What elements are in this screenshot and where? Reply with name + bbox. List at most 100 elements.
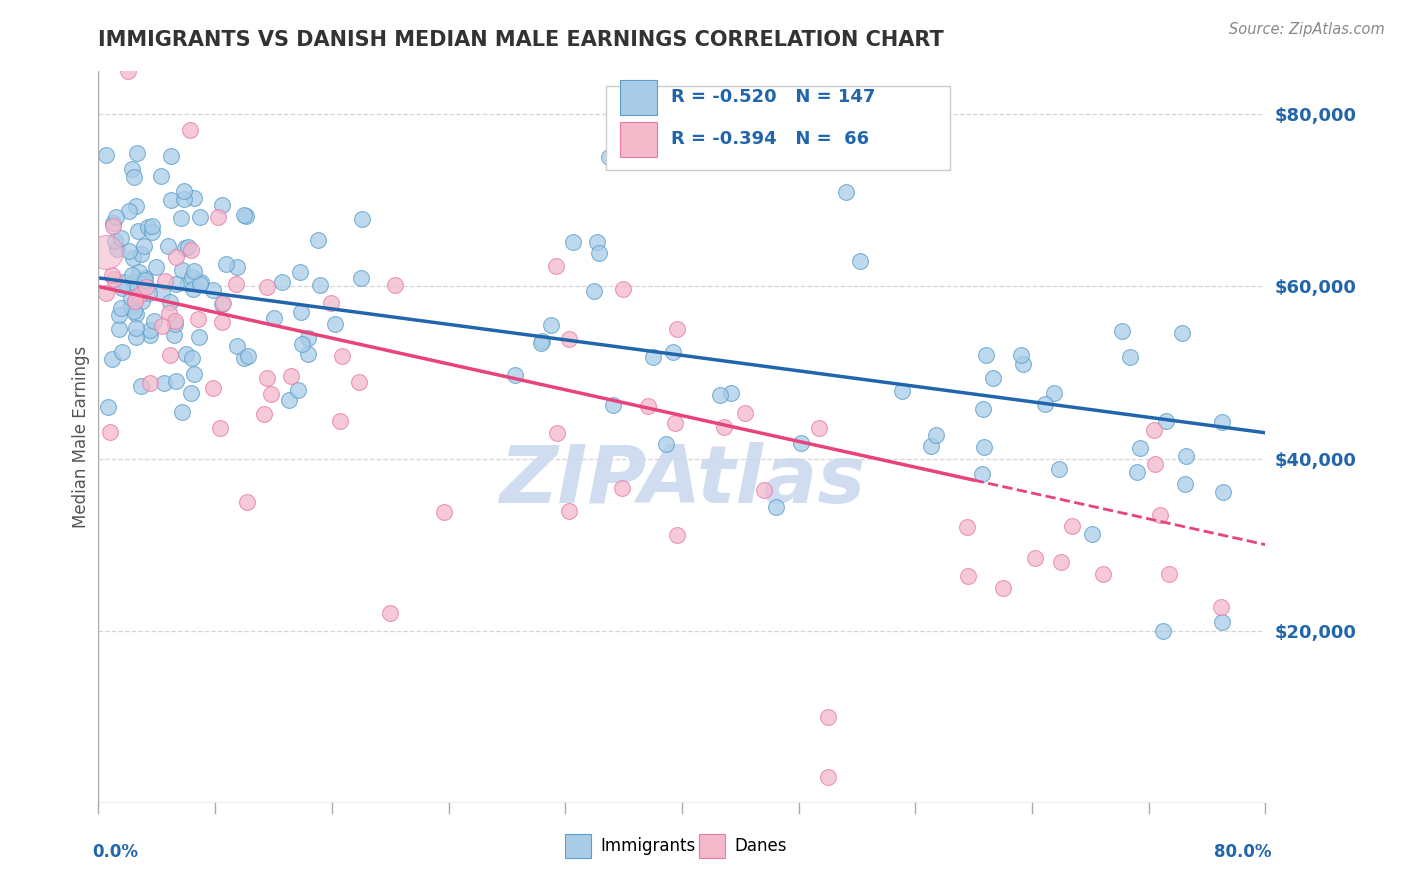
Point [163,314,186,328]
Point [110,301,132,315]
Point [709,388,731,402]
Point [350,271,373,285]
Point [1211,615,1233,629]
Point [558,504,581,518]
Point [94,147,117,161]
Point [720,385,742,400]
Point [128,288,150,302]
Point [121,268,143,283]
Point [97,400,120,414]
Point [655,437,678,451]
Bar [620,79,658,115]
Point [610,481,633,495]
Point [149,169,172,183]
Point [817,770,839,784]
Point [433,505,456,519]
Point [139,323,162,337]
Point [849,253,872,268]
Point [107,322,129,336]
Point [111,281,134,295]
Point [117,64,139,78]
Point [765,500,787,514]
Point [153,274,176,288]
Point [278,392,301,407]
Point [135,280,157,294]
Point [208,421,231,435]
Point [215,258,238,272]
Point [1047,462,1070,476]
Point [253,408,276,422]
Point [350,212,373,227]
Point [226,339,249,353]
Point [142,314,165,328]
Point [233,351,256,365]
Text: 80.0%: 80.0% [1213,843,1271,861]
Point [256,370,278,384]
Point [129,379,152,393]
Point [101,352,124,367]
Point [174,347,197,361]
Point [211,198,233,212]
Point [98,425,121,440]
Point [183,367,205,381]
Point [1010,348,1032,362]
Point [260,387,283,401]
Point [972,401,994,416]
Point [202,381,225,395]
Point [1174,449,1197,463]
Point [236,349,259,363]
Point [173,184,195,198]
Point [1050,555,1073,569]
Point [180,351,202,365]
Point [384,278,406,293]
Point [332,349,354,363]
Text: ZIPAtlas: ZIPAtlas [499,442,865,520]
Point [169,211,191,225]
Point [380,607,402,621]
Point [165,374,187,388]
Point [136,219,159,234]
Point [159,148,181,162]
Point [125,199,148,213]
Point [165,250,187,264]
Point [586,235,609,250]
Point [180,386,202,401]
Point [598,150,620,164]
Point [172,262,194,277]
Text: R = -0.394   N =  66: R = -0.394 N = 66 [672,130,869,148]
Text: Immigrants: Immigrants [600,837,696,855]
Point [177,240,200,254]
Point [991,581,1014,595]
Point [1159,566,1181,581]
Point [122,304,145,318]
Point [190,276,212,290]
Point [103,216,125,230]
Point [132,277,155,291]
Point [1209,600,1232,615]
Point [307,233,329,247]
Point [179,122,201,136]
Point [319,296,342,310]
Point [662,345,685,359]
Point [138,286,160,301]
Point [974,348,997,362]
Point [94,245,117,260]
Point [112,276,135,290]
Point [256,280,278,294]
Text: 0.0%: 0.0% [93,843,139,861]
Point [1118,350,1140,364]
Point [188,277,211,291]
Point [920,439,942,453]
Point [183,191,205,205]
Point [188,330,211,344]
Point [1154,415,1177,429]
Point [271,275,294,289]
Point [1152,624,1174,638]
Point [211,315,233,329]
Point [612,282,634,296]
Point [1024,551,1046,566]
Point [134,272,156,286]
Point [211,296,233,310]
Bar [565,834,591,858]
Point [530,336,553,351]
